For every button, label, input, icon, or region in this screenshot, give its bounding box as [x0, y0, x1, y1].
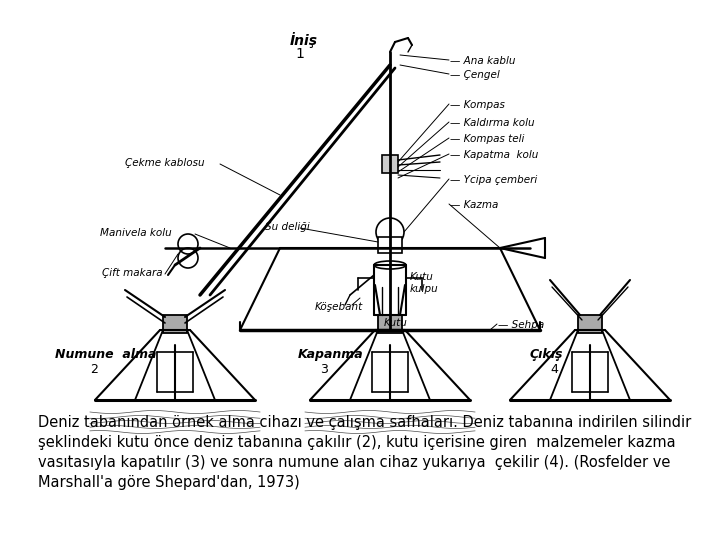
Text: vasıtasıyla kapatılır (3) ve sonra numune alan cihaz yukarıya  çekilir (4). (Ros: vasıtasıyla kapatılır (3) ve sonra numun… — [38, 455, 670, 470]
Text: İniş: İniş — [290, 32, 318, 48]
Text: — Sehpa: — Sehpa — [498, 320, 544, 330]
Text: — Kaldırma kolu: — Kaldırma kolu — [450, 118, 535, 128]
Text: — Kazma: — Kazma — [450, 200, 498, 210]
Text: 1: 1 — [295, 47, 304, 61]
FancyBboxPatch shape — [378, 315, 402, 333]
Text: Deniz tabanından örnek alma cihazı ve çalışma safhaları. Deniz tabanına indirile: Deniz tabanından örnek alma cihazı ve ça… — [38, 415, 691, 430]
Text: Su deliği: Su deliği — [265, 222, 310, 232]
FancyBboxPatch shape — [578, 315, 602, 333]
Text: Çekme kablosu: Çekme kablosu — [125, 158, 204, 168]
FancyBboxPatch shape — [163, 315, 187, 333]
Text: Kutu
kulpu: Kutu kulpu — [410, 272, 438, 294]
FancyBboxPatch shape — [378, 237, 402, 253]
Text: Marshall'a göre Shepard'dan, 1973): Marshall'a göre Shepard'dan, 1973) — [38, 475, 300, 490]
Text: Kutu: Kutu — [384, 318, 408, 328]
Text: — Ycipa çemberi: — Ycipa çemberi — [450, 175, 537, 185]
Text: — Çengel: — Çengel — [450, 70, 500, 80]
Text: 4: 4 — [550, 363, 558, 376]
Text: Çıkış: Çıkış — [530, 348, 564, 361]
Text: Manivela kolu: Manivela kolu — [100, 228, 172, 238]
Text: — Kompas: — Kompas — [450, 100, 505, 110]
Text: — Ana kablu: — Ana kablu — [450, 56, 516, 66]
Text: Çift makara: Çift makara — [102, 268, 163, 278]
Text: — Kapatma  kolu: — Kapatma kolu — [450, 150, 539, 160]
Text: — Kompas teli: — Kompas teli — [450, 134, 524, 144]
Text: Köşebant: Köşebant — [315, 302, 364, 312]
Text: şeklindeki kutu önce deniz tabanına çakılır (2), kutu içerisine giren  malzemele: şeklindeki kutu önce deniz tabanına çakı… — [38, 435, 675, 450]
Text: Kapanma: Kapanma — [298, 348, 364, 361]
FancyBboxPatch shape — [382, 155, 398, 173]
Text: 3: 3 — [320, 363, 328, 376]
Text: Numune  alma: Numune alma — [55, 348, 156, 361]
Text: 2: 2 — [90, 363, 98, 376]
